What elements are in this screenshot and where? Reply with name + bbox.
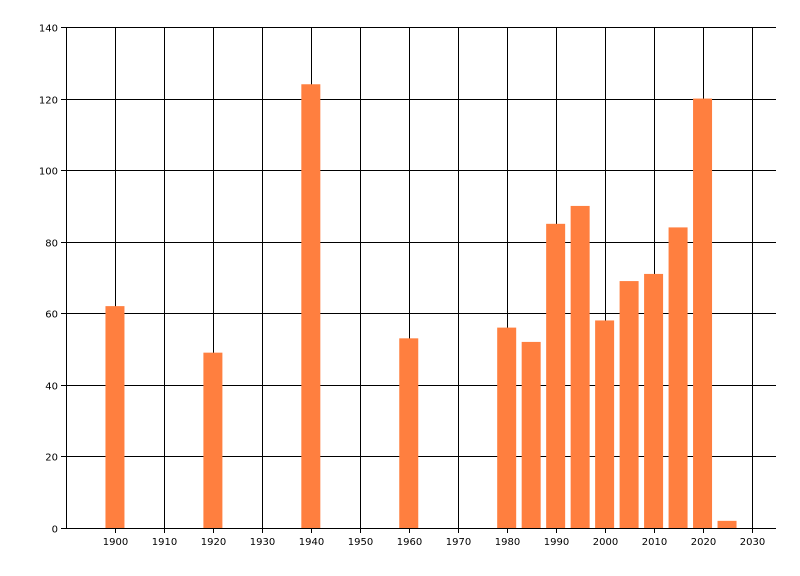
x-tick-label: 2020 [691, 537, 716, 548]
bar [521, 341, 541, 528]
axes [61, 27, 776, 533]
bar [105, 306, 125, 528]
y-tick-label: 80 [45, 239, 58, 250]
bar [570, 205, 590, 528]
y-tick-label: 100 [39, 167, 58, 178]
x-tick-label: 1990 [544, 537, 569, 548]
bar [693, 98, 713, 529]
x-tick-label: 1910 [152, 537, 177, 548]
x-tick-label: 1980 [495, 537, 520, 548]
tick-labels: 0 20 40 60 80 100 120 140 1900 1910 1920 1930 1940 19… [39, 24, 765, 549]
x-tick-label: 1970 [446, 537, 471, 548]
y-tick-label: 60 [45, 310, 58, 321]
y-tick-label: 0 [52, 525, 58, 536]
x-tick-label: 1950 [348, 537, 373, 548]
bar [595, 320, 615, 528]
bar [668, 227, 688, 528]
x-tick-label: 1960 [397, 537, 422, 548]
bar [717, 520, 737, 528]
bar [301, 84, 321, 528]
x-tick-label: 1900 [103, 537, 128, 548]
bar [546, 223, 566, 529]
x-tick-label: 1920 [201, 537, 226, 548]
bar [619, 281, 639, 528]
bar [644, 273, 664, 528]
y-tick-label: 40 [45, 382, 58, 393]
bars [105, 84, 737, 529]
bar [497, 327, 517, 528]
x-tick-label: 1930 [250, 537, 275, 548]
x-tick-label: 2010 [642, 537, 667, 548]
y-tick-label: 140 [39, 24, 58, 35]
y-tick-label: 20 [45, 453, 58, 464]
bar [399, 338, 419, 528]
x-tick-label: 2030 [740, 537, 765, 548]
y-tick-label: 120 [39, 96, 58, 107]
x-tick-label: 2000 [593, 537, 618, 548]
bar [203, 352, 223, 528]
x-tick-label: 1940 [299, 537, 324, 548]
